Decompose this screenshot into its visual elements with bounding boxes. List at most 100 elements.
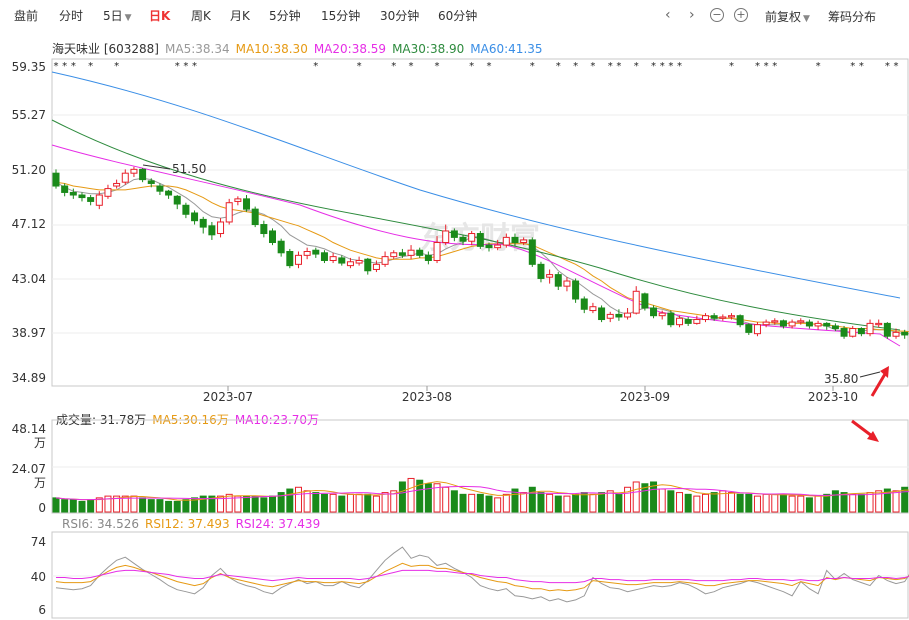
volume-bar [797,495,805,513]
legend-ma20: MA20:38.59 [313,42,387,56]
signal-marker: * [469,61,474,72]
price-tick: 43.04 [11,272,46,286]
volume-bar [217,495,225,513]
ma-line-ma30 [51,119,901,331]
candle [156,185,164,192]
candle [208,225,216,236]
tab-label: 周K [191,9,211,23]
candle [217,221,225,235]
volume-bar [476,493,484,513]
candle [563,280,571,287]
volume-bar [87,499,95,513]
signal-marker: * [88,61,93,72]
tab-premarket[interactable]: 盘前 [14,8,38,24]
chevron-right-icon[interactable]: › [689,7,695,23]
volume-bar [355,493,363,513]
volume-bar [398,481,406,513]
adjust-label: 前复权 [765,10,802,24]
volume-bar [615,493,623,513]
candle [745,324,753,333]
volume-tick: 24.07万 [11,462,46,490]
tab-30min[interactable]: 30分钟 [380,8,419,24]
legend-rsi6: RSI6: 34.526 [62,517,139,531]
candle [892,331,900,337]
volume-ma5-line [55,481,909,501]
volume-bar [381,492,389,513]
price-tick: 51.20 [11,163,46,177]
zoom-out-icon[interactable]: − [710,8,724,22]
chevron-left-icon[interactable]: ‹ [665,7,671,23]
volume-bar [554,495,562,513]
signal-marker: * [530,61,535,72]
zoom-in-icon[interactable]: + [734,8,748,22]
tab-intraday[interactable]: 分时 [59,8,83,24]
x-tick-label: 2023-07 [203,390,253,404]
volume-bar [277,492,285,513]
tab-60min[interactable]: 60分钟 [438,8,477,24]
volume-bar [78,500,86,513]
signal-marker: * [651,61,656,72]
candle [390,252,398,258]
tab-5min[interactable]: 5分钟 [269,8,301,24]
tab-15min[interactable]: 15分钟 [321,8,360,24]
candle [173,195,181,205]
candle [866,322,874,335]
candle [147,180,155,184]
signal-marker: * [634,61,639,72]
candle [398,252,406,256]
candle [736,315,744,326]
volume-bar [676,492,684,513]
candle [277,240,285,254]
price-tick: 34.89 [11,371,46,385]
chip-distribution-label: 筹码分布 [828,10,877,24]
volume-bar [849,493,857,513]
caret-down-icon: ▼ [124,13,132,23]
signal-marker: * [608,61,613,72]
tab-5day[interactable]: 5日 ▼ [103,8,132,24]
volume-bar [433,483,441,513]
signal-marker: * [391,61,396,72]
tab-daily-k[interactable]: 日K [149,8,170,24]
volume-bar [831,490,839,513]
tab-monthly-k[interactable]: 月K [230,8,250,24]
volume-bar [251,495,259,513]
candle [476,233,484,247]
signal-marker: * [729,61,734,72]
low-label: 35.80 [824,372,858,386]
candle [442,230,450,244]
signal-marker: * [62,61,67,72]
volume-bar [580,492,588,513]
volume-bar [364,493,372,513]
tab-weekly-k[interactable]: 周K [191,8,211,24]
candle [450,230,458,238]
candle [199,218,207,228]
candle [459,236,467,242]
volume-bar [658,488,666,513]
candle [788,321,796,327]
adjust-dropdown[interactable]: 前复权 ▼ [765,8,810,25]
chip-distribution-button[interactable]: 筹码分布 [828,8,876,25]
signal-marker: * [313,61,318,72]
volume-bar [173,500,181,513]
candle [901,331,909,336]
candle [502,236,510,246]
volume-bar [225,493,233,513]
volume-bar [139,497,147,513]
volume-bar [779,493,787,513]
volume-bar [468,493,476,513]
candle [572,280,580,300]
candle [424,254,432,261]
volume-bar [69,499,77,513]
candle [658,312,666,317]
candle [589,306,597,312]
candle [676,317,684,326]
volume-bar [702,493,709,513]
volume-bar [147,499,155,513]
volume-bar [632,481,640,513]
price-legend: 海天味业 [603288] MA5:38.34 MA10:38.30 MA20:38.… [52,40,549,57]
candle [684,319,692,324]
candle [485,244,493,249]
volume-bar [589,493,597,513]
candle [667,312,675,326]
